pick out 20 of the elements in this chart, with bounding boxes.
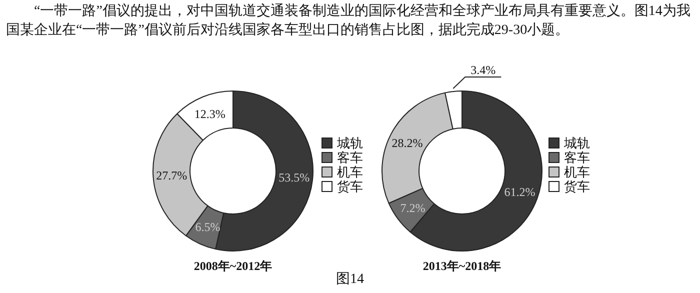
- data-label: 7.2%: [400, 200, 426, 215]
- text: “一带一路”倡议的提出，对中国轨道交通装备制造业的国际化经营和全球产业布局具有重要意义。图14为我国某企业在“一带一路”倡议前后对沿线国家各车型出口的销售占比图，据此完成29-30小题。: [6, 2, 692, 40]
- legend-label: 货车: [337, 179, 363, 194]
- legend-label: 机车: [564, 164, 590, 180]
- data-label: 12.3%: [194, 107, 226, 122]
- text: 2008年~2012年: [194, 259, 272, 273]
- data-label: 53.5%: [278, 170, 310, 185]
- caption: 图14: [336, 272, 364, 287]
- data-label: 27.7%: [156, 168, 188, 182]
- legend-label: 货车: [564, 179, 590, 194]
- data-label: 6.5%: [195, 220, 220, 234]
- legend-label: 机车: [337, 164, 363, 180]
- text: 2013年~2018年: [422, 259, 502, 273]
- legend-label: 城轨: [336, 136, 363, 150]
- legend-label: 客车: [564, 150, 590, 165]
- legend-label: 客车: [337, 150, 363, 165]
- data-label: 61.2%: [504, 185, 536, 200]
- legend-label: 城轨: [563, 136, 590, 150]
- data-label: 28.2%: [392, 136, 423, 150]
- data-label: 3.4%: [470, 63, 496, 77]
